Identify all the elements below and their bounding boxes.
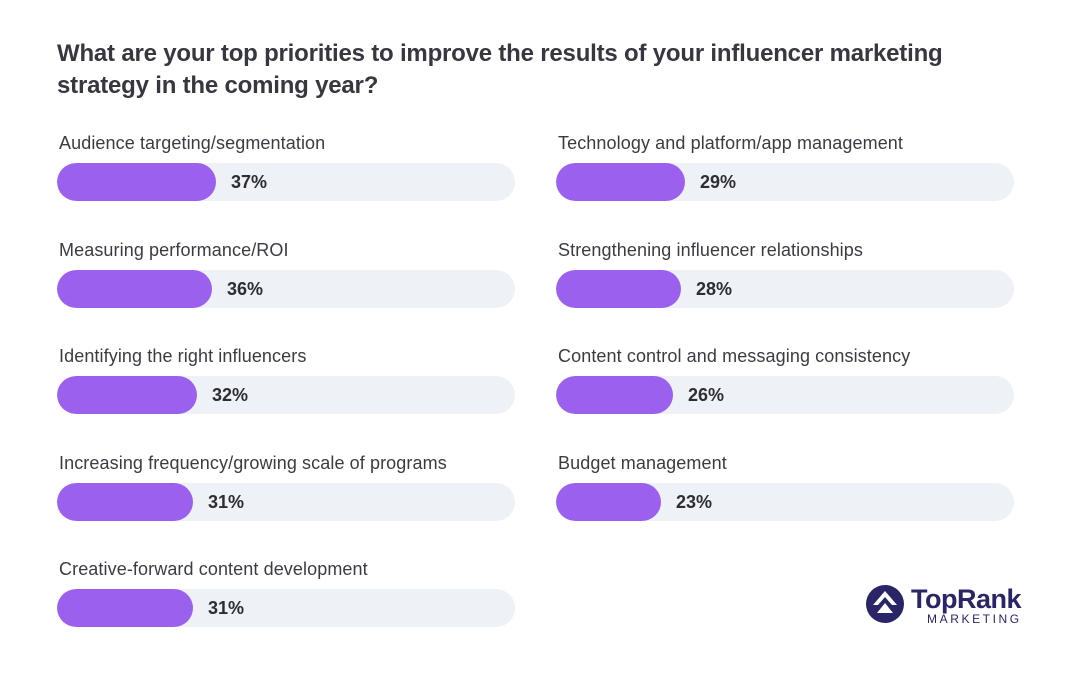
bar-value-label: 31% — [208, 598, 245, 618]
bar-item: Measuring performance/ROI 36% — [57, 240, 515, 320]
bar-fill — [57, 163, 216, 201]
bar-label: Strengthening influencer relationships — [558, 240, 863, 260]
bar-label: Creative-forward content development — [59, 559, 368, 579]
bar-value-label: 29% — [700, 172, 737, 192]
bar-value-label: 23% — [676, 492, 713, 512]
bar-label: Audience targeting/segmentation — [59, 133, 326, 153]
bar-track: 32% — [57, 376, 515, 414]
bar-value-label: 28% — [696, 279, 733, 299]
bar-value-label: 36% — [227, 279, 264, 299]
bar-track: 28% — [556, 270, 1014, 308]
bar-item: Audience targeting/segmentation 37% — [57, 133, 515, 213]
bar-value-label: 37% — [231, 172, 268, 192]
bar-label: Increasing frequency/growing scale of pr… — [59, 453, 447, 473]
bar-fill — [556, 376, 673, 414]
bar-track: 26% — [556, 376, 1014, 414]
bar-label: Budget management — [558, 453, 727, 473]
bar-fill — [57, 483, 193, 521]
toprank-logo-icon — [866, 585, 904, 623]
bar-fill — [57, 270, 212, 308]
bar-track: 31% — [57, 483, 515, 521]
bar-item: Identifying the right influencers 32% — [57, 346, 515, 426]
bar-item: Increasing frequency/growing scale of pr… — [57, 453, 515, 533]
brand-tagline: MARKETING — [927, 612, 1022, 626]
bar-value-label: 26% — [688, 385, 725, 405]
brand-name: TopRank — [911, 584, 1022, 614]
bar-fill — [556, 163, 685, 201]
bar-fill — [57, 589, 193, 627]
bar-value-label: 32% — [212, 385, 249, 405]
bar-item: Creative-forward content development 31% — [57, 559, 515, 639]
bar-item: Strengthening influencer relationships 28… — [556, 240, 1014, 320]
bar-fill — [556, 270, 681, 308]
bar-label: Identifying the right influencers — [59, 346, 307, 366]
bar-fill — [57, 376, 197, 414]
bar-value-label: 31% — [208, 492, 245, 512]
bar-label: Technology and platform/app management — [558, 133, 904, 153]
bar-label: Measuring performance/ROI — [59, 240, 289, 260]
chart-title: What are your top priorities to improve … — [57, 40, 943, 99]
bar-track: 31% — [57, 589, 515, 627]
bar-fill — [556, 483, 661, 521]
bar-track: 36% — [57, 270, 515, 308]
bar-label: Content control and messaging consistenc… — [558, 346, 911, 366]
toprank-logo: TopRank MARKETING — [864, 583, 1054, 627]
bar-track: 37% — [57, 163, 515, 201]
bar-track: 29% — [556, 163, 1014, 201]
bar-item: Content control and messaging consistenc… — [556, 346, 1014, 426]
bar-item: Budget management 23% — [556, 453, 1014, 533]
bar-track: 23% — [556, 483, 1014, 521]
bar-item: Technology and platform/app management 29… — [556, 133, 1014, 213]
